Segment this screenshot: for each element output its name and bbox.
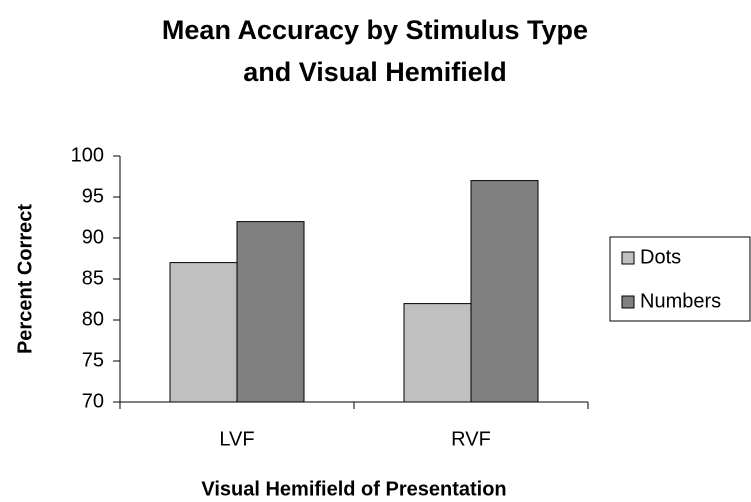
y-axis-title: Percent Correct	[14, 204, 36, 354]
legend-swatch	[621, 295, 635, 309]
x-tick-label: RVF	[451, 428, 491, 450]
y-tick-label: 85	[82, 267, 104, 289]
legend-label: Numbers	[640, 290, 721, 312]
bar	[470, 180, 539, 403]
bar	[169, 262, 238, 403]
y-tick-label: 75	[82, 349, 104, 371]
bar	[403, 303, 472, 403]
chart-title: and Visual Hemifield	[243, 57, 507, 87]
x-tick-label: LVF	[219, 428, 254, 450]
x-axis-title: Visual Hemifield of Presentation	[201, 478, 506, 500]
y-tick-label: 90	[82, 226, 104, 248]
y-tick-label: 95	[82, 185, 104, 207]
y-tick-label: 100	[71, 144, 104, 166]
y-tick-label: 80	[82, 308, 104, 330]
chart-title: Mean Accuracy by Stimulus Type	[162, 15, 588, 45]
bar	[236, 221, 305, 403]
legend-label: Dots	[640, 246, 681, 268]
legend-swatch	[621, 251, 635, 265]
y-tick-label: 70	[82, 390, 104, 412]
